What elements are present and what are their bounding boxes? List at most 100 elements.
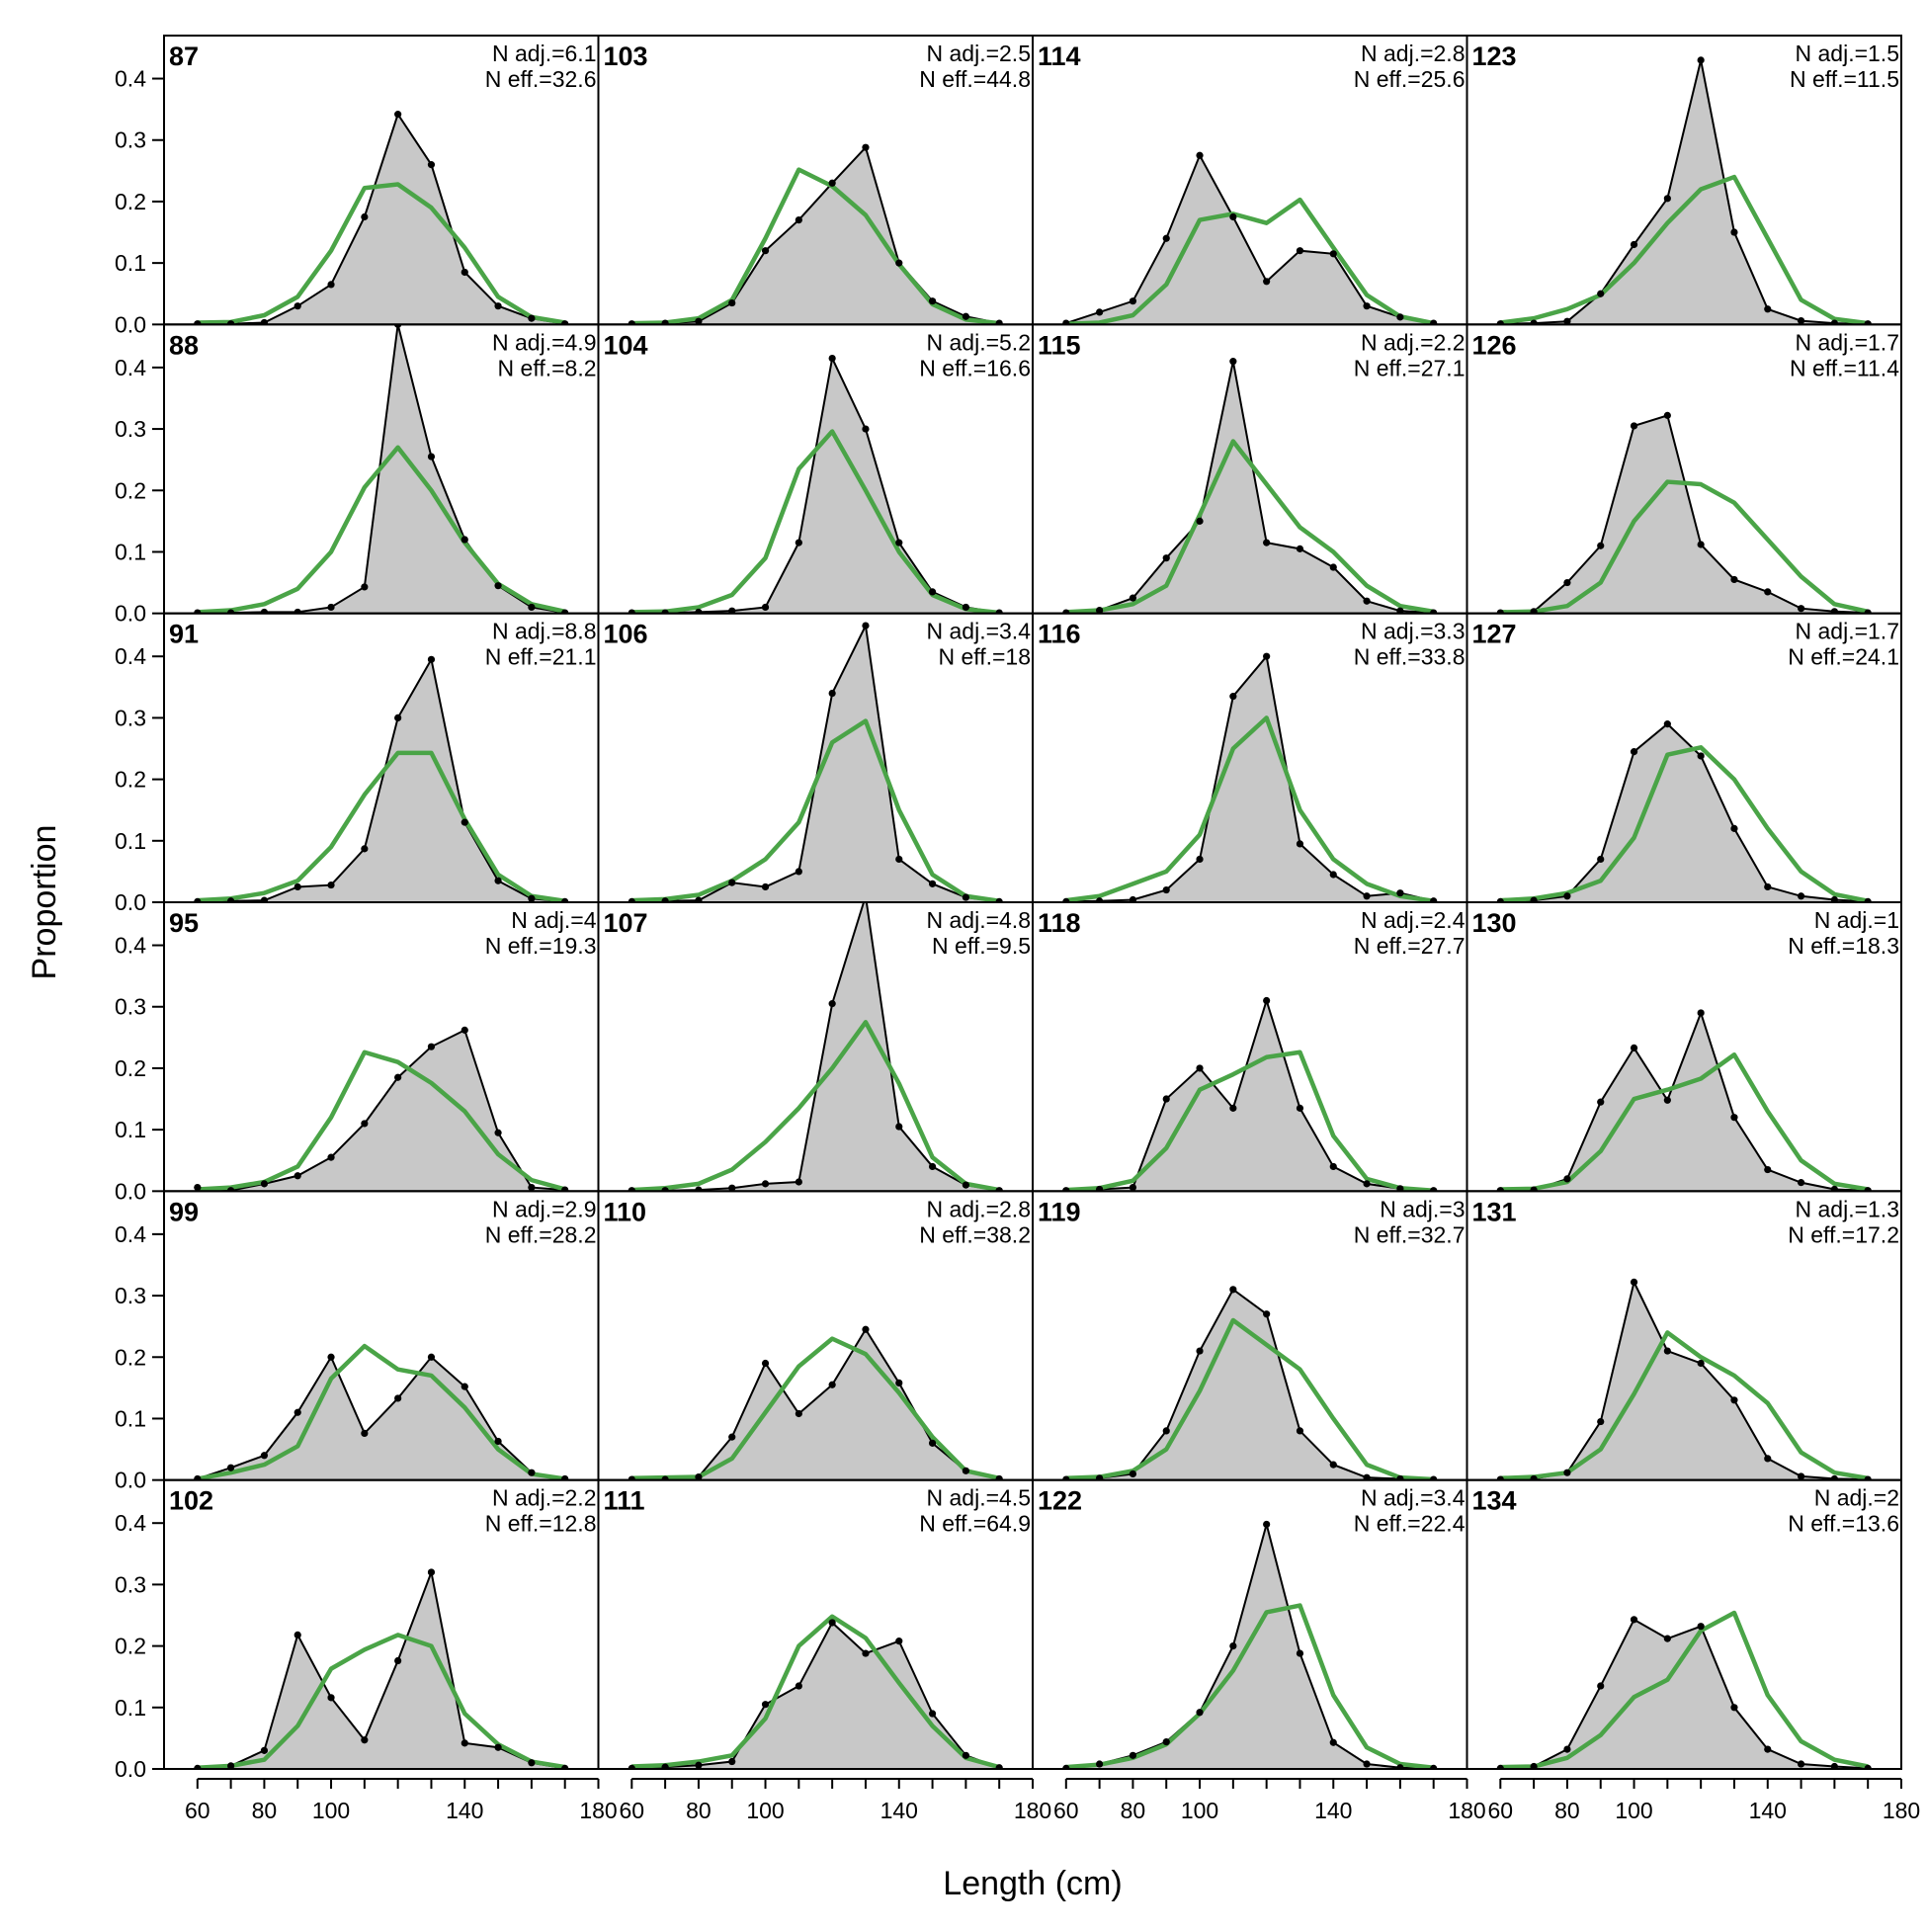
n-adj-label: N adj.=2.4 bbox=[1361, 907, 1466, 933]
y-tick-label: 0.0 bbox=[115, 1178, 146, 1204]
observed-point bbox=[561, 609, 569, 614]
observed-point bbox=[761, 1359, 770, 1368]
observed-point bbox=[1363, 597, 1371, 605]
n-eff-label: N eff.=33.8 bbox=[1354, 644, 1466, 670]
observed-point bbox=[895, 539, 903, 546]
observed-point bbox=[695, 317, 703, 325]
expected-line bbox=[197, 1343, 566, 1480]
observed-point bbox=[1864, 1187, 1872, 1192]
panel-plot-area bbox=[598, 1614, 1033, 1769]
n-eff-label: N eff.=64.9 bbox=[919, 1511, 1031, 1537]
panel-plot-area bbox=[598, 354, 1033, 614]
observed-line bbox=[1500, 59, 1869, 325]
panel-131: 131 N adj.=1.3N eff.=17.2 bbox=[1466, 1190, 1902, 1481]
observed-point bbox=[1530, 319, 1538, 325]
y-tick-label: 0.0 bbox=[115, 601, 146, 627]
observed-point bbox=[1797, 1472, 1805, 1480]
observed-point bbox=[1697, 1623, 1705, 1631]
expected-line bbox=[1065, 1050, 1434, 1192]
observed-point bbox=[928, 1439, 937, 1447]
observed-point bbox=[1830, 895, 1838, 903]
observed-point bbox=[728, 879, 736, 886]
n-eff-label: N eff.=28.2 bbox=[485, 1221, 597, 1247]
panel-plot-area bbox=[1033, 358, 1467, 614]
observed-point bbox=[1430, 897, 1438, 903]
panel-95: 95 N adj.=4N eff.=19.3 bbox=[163, 901, 600, 1193]
n-eff-label: N eff.=27.7 bbox=[1354, 933, 1466, 959]
expected-line bbox=[1065, 1603, 1434, 1769]
n-adj-label: N adj.=3.4 bbox=[927, 619, 1032, 644]
observed-point bbox=[1329, 1738, 1337, 1746]
y-tick-label: 0.2 bbox=[115, 767, 146, 793]
x-tick-label: 100 bbox=[1181, 1798, 1218, 1823]
expected-line bbox=[1500, 174, 1869, 325]
observed-point bbox=[928, 1162, 937, 1171]
observed-point bbox=[361, 583, 369, 591]
observed-point bbox=[628, 897, 635, 903]
observed-point bbox=[1864, 1764, 1872, 1769]
observed-point bbox=[995, 1764, 1003, 1769]
observed-point bbox=[494, 302, 502, 310]
observed-point bbox=[1363, 302, 1371, 310]
observed-point bbox=[561, 320, 569, 325]
observed-point bbox=[227, 897, 235, 903]
observed-point bbox=[528, 894, 536, 902]
x-tick-label: 100 bbox=[312, 1798, 350, 1823]
n-adj-label: N adj.=4 bbox=[511, 907, 597, 933]
n-adj-label: N adj.=5.2 bbox=[927, 329, 1032, 355]
observed-point bbox=[1730, 1114, 1738, 1122]
n-eff-label: N eff.=25.6 bbox=[1354, 66, 1466, 92]
n-adj-label: N adj.=2.8 bbox=[927, 1196, 1032, 1221]
observed-point bbox=[1496, 609, 1504, 614]
observed-point bbox=[1263, 652, 1271, 660]
observed-point bbox=[394, 714, 402, 722]
observed-point bbox=[293, 302, 301, 310]
observed-point bbox=[1096, 308, 1104, 316]
observed-point bbox=[1563, 1745, 1571, 1753]
panel-plot-area bbox=[1466, 720, 1901, 903]
expected-line bbox=[1065, 197, 1435, 325]
observed-point bbox=[1797, 892, 1805, 900]
y-tick-label: 0.2 bbox=[115, 189, 146, 214]
observed-point bbox=[427, 161, 436, 169]
observed-point bbox=[795, 1178, 802, 1186]
observed-point bbox=[1530, 1762, 1538, 1769]
panel-116: 116 N adj.=3.3N eff.=33.8 bbox=[1032, 612, 1468, 904]
n-eff-label: N eff.=21.1 bbox=[485, 644, 597, 670]
observed-point bbox=[828, 354, 836, 363]
observed-point bbox=[1864, 609, 1872, 614]
expected-line bbox=[197, 445, 566, 614]
observed-point bbox=[1129, 1751, 1137, 1759]
observed-area bbox=[1065, 361, 1434, 614]
observed-point bbox=[1597, 290, 1605, 297]
n-eff-label: N eff.=13.6 bbox=[1788, 1511, 1899, 1537]
observed-point bbox=[761, 603, 770, 612]
observed-point bbox=[1830, 1185, 1838, 1192]
observed-line bbox=[631, 145, 1000, 325]
observed-point bbox=[361, 845, 369, 853]
observed-point bbox=[1296, 840, 1304, 848]
observed-point bbox=[761, 1180, 770, 1188]
observed-point bbox=[1864, 1475, 1872, 1480]
panel-id-label: 99 bbox=[169, 1197, 199, 1226]
y-tick-label: 0.0 bbox=[115, 311, 146, 337]
observed-line bbox=[1500, 1009, 1869, 1192]
observed-point bbox=[1764, 882, 1772, 891]
n-adj-label: N adj.=1.5 bbox=[1796, 41, 1900, 66]
y-tick-label: 0.0 bbox=[115, 1756, 146, 1782]
observed-point bbox=[1563, 892, 1571, 900]
y-tick-label: 0.2 bbox=[115, 1055, 146, 1081]
observed-point bbox=[661, 609, 669, 614]
observed-point bbox=[1229, 358, 1237, 366]
observed-point bbox=[1196, 1064, 1204, 1072]
panel-102: 102 N adj.=2.2N eff.=12.8 bbox=[163, 1478, 600, 1770]
observed-point bbox=[494, 1743, 502, 1751]
observed-area bbox=[631, 902, 1000, 1192]
panel-118: 118 N adj.=2.4N eff.=27.7 bbox=[1032, 901, 1468, 1193]
observed-point bbox=[1096, 1185, 1104, 1192]
observed-point bbox=[394, 1394, 402, 1402]
observed-point bbox=[962, 1751, 969, 1759]
observed-area bbox=[197, 114, 565, 325]
observed-point bbox=[1864, 897, 1872, 903]
panel-id-label: 126 bbox=[1472, 330, 1517, 360]
